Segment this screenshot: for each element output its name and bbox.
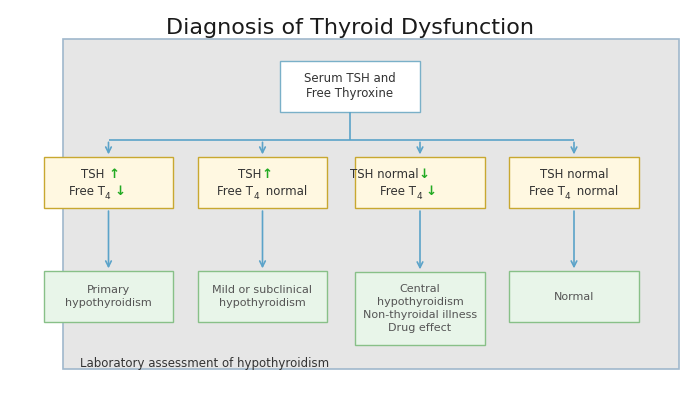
Text: TSH: TSH	[238, 167, 261, 181]
Text: Serum TSH and
Free Thyroxine: Serum TSH and Free Thyroxine	[304, 72, 396, 101]
Text: Diagnosis of Thyroid Dysfunction: Diagnosis of Thyroid Dysfunction	[166, 18, 534, 38]
Text: ↑: ↑	[108, 167, 120, 181]
Text: TSH: TSH	[81, 167, 108, 181]
Text: TSH normal: TSH normal	[540, 167, 608, 181]
Text: Central
hypothyroidism
Non-thyroidal illness
Drug effect: Central hypothyroidism Non-thyroidal ill…	[363, 284, 477, 333]
Text: normal: normal	[573, 185, 619, 198]
Text: Mild or subclinical
hypothyroidism: Mild or subclinical hypothyroidism	[213, 285, 312, 309]
Text: ↓: ↓	[419, 167, 430, 181]
Text: 4: 4	[565, 192, 570, 200]
FancyBboxPatch shape	[43, 271, 174, 322]
Text: 4: 4	[253, 192, 259, 200]
FancyBboxPatch shape	[197, 271, 328, 322]
FancyBboxPatch shape	[197, 157, 328, 208]
Text: Free T: Free T	[69, 185, 105, 198]
Text: ↑: ↑	[261, 167, 272, 181]
FancyBboxPatch shape	[509, 157, 638, 208]
Text: normal: normal	[262, 185, 307, 198]
Text: Free T: Free T	[381, 185, 416, 198]
Text: Normal: Normal	[554, 292, 594, 302]
Text: Free T: Free T	[218, 185, 253, 198]
Text: Free T: Free T	[529, 185, 565, 198]
FancyBboxPatch shape	[43, 157, 174, 208]
Text: Laboratory assessment of hypothyroidism: Laboratory assessment of hypothyroidism	[80, 357, 330, 370]
Text: ↓: ↓	[426, 185, 437, 198]
FancyBboxPatch shape	[355, 157, 484, 208]
FancyBboxPatch shape	[63, 39, 679, 369]
Text: 4: 4	[105, 192, 111, 200]
Text: Primary
hypothyroidism: Primary hypothyroidism	[65, 285, 152, 309]
FancyBboxPatch shape	[509, 271, 638, 322]
Text: ↓: ↓	[114, 185, 125, 198]
FancyBboxPatch shape	[280, 61, 420, 112]
Text: TSH normal: TSH normal	[350, 167, 419, 181]
FancyBboxPatch shape	[355, 272, 484, 345]
Text: 4: 4	[416, 192, 422, 200]
